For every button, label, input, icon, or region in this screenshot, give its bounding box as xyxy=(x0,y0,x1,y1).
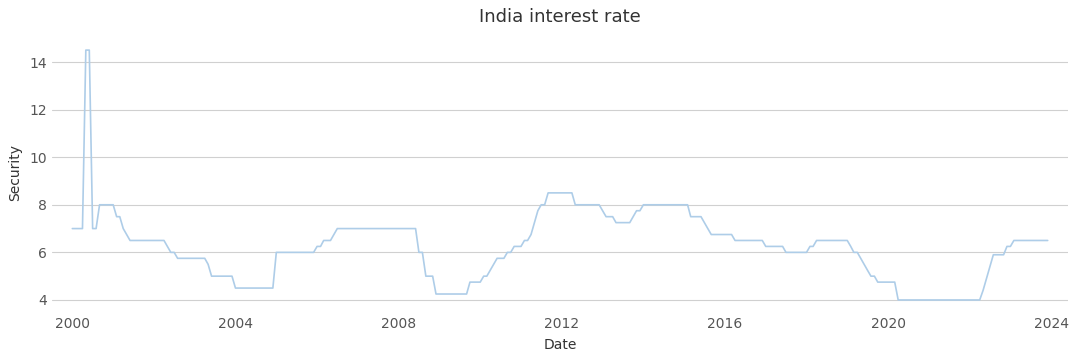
Y-axis label: Security: Security xyxy=(9,144,23,201)
X-axis label: Date: Date xyxy=(543,338,577,352)
Title: India interest rate: India interest rate xyxy=(480,8,640,26)
